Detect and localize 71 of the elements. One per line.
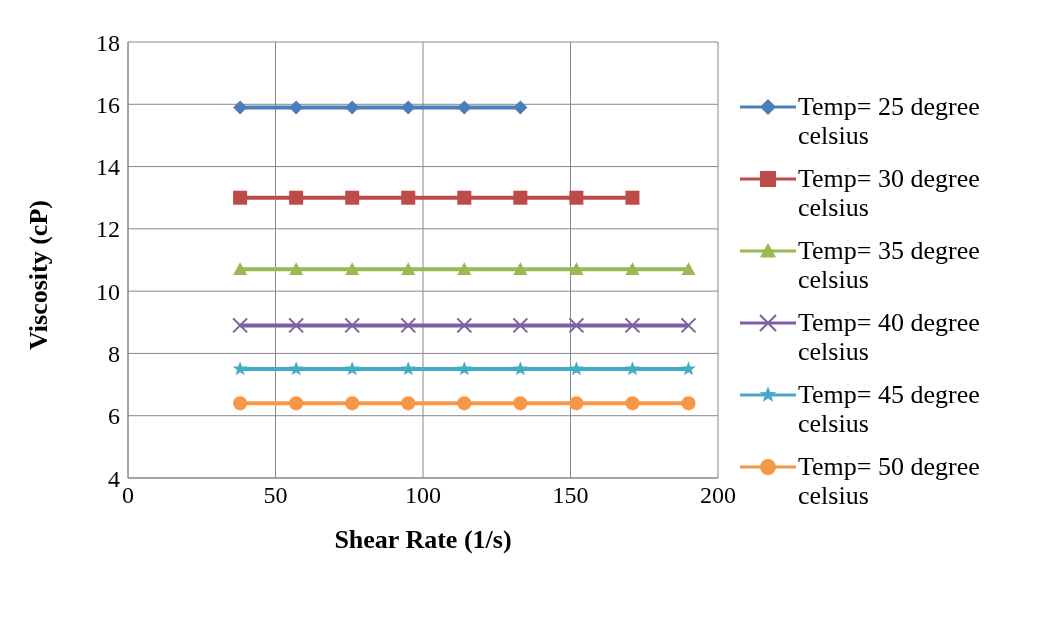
- point: [400, 361, 416, 376]
- x-tick-label: 150: [552, 482, 589, 509]
- point: [625, 262, 640, 275]
- y-tick-label: 18: [96, 29, 120, 56]
- y-tick-label: 16: [96, 91, 120, 118]
- point: [288, 317, 305, 334]
- point: [400, 317, 417, 334]
- point: [345, 190, 360, 205]
- point: [625, 361, 640, 376]
- point: [401, 262, 416, 275]
- point: [456, 361, 472, 376]
- point: [569, 262, 584, 275]
- point: [289, 262, 304, 275]
- point: [289, 100, 304, 115]
- legend-label: Temp= 35 degree celsius: [798, 236, 981, 294]
- y-tick-label: 8: [108, 340, 120, 367]
- point: [569, 361, 584, 376]
- legend-label: Temp= 45 degree celsius: [798, 380, 981, 438]
- point: [569, 190, 584, 205]
- y-tick-label: 6: [108, 403, 120, 430]
- x-tick-label: 200: [700, 482, 736, 509]
- point: [457, 190, 472, 205]
- y-tick-label: 12: [96, 216, 120, 243]
- point: [401, 396, 416, 411]
- point: [681, 262, 696, 275]
- point: [513, 361, 528, 376]
- x-tick-label: 50: [263, 482, 288, 509]
- point: [513, 100, 528, 115]
- point: [345, 100, 360, 115]
- point: [625, 190, 640, 205]
- point: [401, 100, 416, 115]
- point: [625, 396, 640, 411]
- point: [233, 262, 248, 275]
- point: [457, 396, 472, 411]
- point: [568, 317, 585, 334]
- y-tick-label: 10: [96, 278, 120, 305]
- point: [345, 262, 360, 275]
- point: [513, 190, 528, 205]
- x-tick-label: 100: [405, 482, 441, 509]
- y-tick-label: 14: [96, 154, 120, 181]
- point: [232, 317, 249, 334]
- point: [288, 361, 304, 376]
- point: [232, 361, 248, 376]
- legend-label: Temp= 25 degree celsius: [798, 92, 981, 150]
- point: [569, 396, 584, 411]
- point: [456, 317, 473, 334]
- point: [457, 262, 472, 275]
- point: [681, 361, 696, 376]
- y-tick-label: 4: [108, 465, 120, 492]
- point: [344, 361, 360, 376]
- x-tick-label: 0: [122, 482, 134, 509]
- point: [513, 262, 528, 275]
- x-axis-title: Shear Rate (1/s): [334, 525, 512, 554]
- point: [233, 100, 248, 115]
- point: [401, 190, 416, 205]
- point: [289, 396, 304, 411]
- y-axis-title: Viscosity (cP): [24, 200, 54, 350]
- point: [512, 317, 529, 334]
- point: [457, 100, 472, 115]
- legend-label: Temp= 40 degree celsius: [798, 308, 981, 366]
- point: [289, 190, 304, 205]
- legend-label: Temp= 30 degree celsius: [798, 164, 981, 222]
- point: [233, 190, 248, 205]
- point: [681, 396, 696, 411]
- legend-label: Temp= 50 degree celsius: [798, 452, 981, 510]
- point: [624, 317, 641, 334]
- point: [233, 396, 248, 411]
- point: [345, 396, 360, 411]
- point: [344, 317, 361, 334]
- point: [513, 396, 528, 411]
- point: [680, 317, 697, 334]
